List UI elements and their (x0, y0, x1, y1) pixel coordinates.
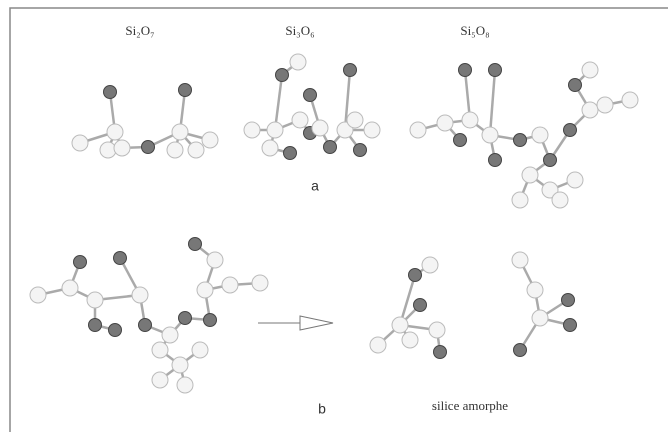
atom (551, 191, 569, 209)
oxygen-atom (323, 140, 337, 154)
oxygen-atom (303, 88, 317, 102)
bond (488, 69, 497, 136)
atom (61, 279, 79, 297)
oxygen-atom (513, 133, 527, 147)
atom (196, 281, 214, 299)
panel-label: b (318, 401, 326, 417)
atom (566, 171, 584, 189)
oxygen-atom (408, 268, 422, 282)
oxygen-atom (141, 140, 155, 154)
oxygen-atom (453, 133, 467, 147)
atom (289, 53, 307, 71)
atom (266, 121, 284, 139)
atom (391, 316, 409, 334)
oxygen-atom (113, 251, 127, 265)
oxygen-atom (433, 345, 447, 359)
atom (113, 139, 131, 157)
structure-label: Si₃O₆ (285, 23, 314, 38)
atom (291, 111, 309, 129)
atom (201, 131, 219, 149)
oxygen-atom (488, 153, 502, 167)
atom (71, 134, 89, 152)
structure-label: Si₅O₈ (460, 23, 489, 38)
oxygen-atom (488, 63, 502, 77)
panel-label: a (311, 178, 319, 194)
atom (481, 126, 499, 144)
atom (187, 141, 205, 159)
atom (151, 371, 169, 389)
atom (511, 251, 529, 269)
atom (221, 276, 239, 294)
atom (521, 166, 539, 184)
atom (166, 141, 184, 159)
atom (29, 286, 47, 304)
atom (621, 91, 639, 109)
oxygen-atom (88, 318, 102, 332)
oxygen-atom (568, 78, 582, 92)
molecules (29, 53, 639, 394)
atom (176, 376, 194, 394)
atom (261, 139, 279, 157)
atom (99, 141, 117, 159)
atom (369, 336, 387, 354)
atom (161, 326, 179, 344)
atom (206, 251, 224, 269)
oxygen-atom (73, 255, 87, 269)
oxygen-atom (178, 83, 192, 97)
atom (531, 126, 549, 144)
arrow (258, 315, 334, 331)
atom (191, 341, 209, 359)
bond (343, 69, 352, 131)
atom (243, 121, 261, 139)
bond (273, 74, 284, 131)
oxygen-atom (188, 237, 202, 251)
atom (401, 331, 419, 349)
atom (86, 291, 104, 309)
atom (409, 121, 427, 139)
atom (311, 119, 329, 137)
oxygen-atom (563, 318, 577, 332)
oxygen-atom (543, 153, 557, 167)
atom (151, 341, 169, 359)
atom (171, 123, 189, 141)
oxygen-atom (138, 318, 152, 332)
atom (581, 101, 599, 119)
atom (421, 256, 439, 274)
atom (346, 111, 364, 129)
atom (581, 61, 599, 79)
atom (106, 123, 124, 141)
oxygen-atom (108, 323, 122, 337)
caption: silice amorphe (432, 398, 508, 413)
oxygen-atom (178, 311, 192, 325)
atom (511, 191, 529, 209)
oxygen-atom (353, 143, 367, 157)
oxygen-atom (561, 293, 575, 307)
oxygen-atom (343, 63, 357, 77)
atom (526, 281, 544, 299)
oxygen-atom (413, 298, 427, 312)
oxygen-atom (458, 63, 472, 77)
oxygen-atom (563, 123, 577, 137)
atom (461, 111, 479, 129)
oxygen-atom (103, 85, 117, 99)
structure-label: Si₂O₇ (125, 23, 154, 38)
oxygen-atom (513, 343, 527, 357)
atom (131, 286, 149, 304)
oxygen-atom (203, 313, 217, 327)
atom (171, 356, 189, 374)
atom (363, 121, 381, 139)
atom (428, 321, 446, 339)
atom (251, 274, 269, 292)
atom (596, 96, 614, 114)
bond (398, 274, 417, 326)
frame (9, 7, 668, 432)
oxygen-atom (283, 146, 297, 160)
arrow-head (299, 315, 334, 331)
atom (436, 114, 454, 132)
atom (531, 309, 549, 327)
oxygen-atom (275, 68, 289, 82)
